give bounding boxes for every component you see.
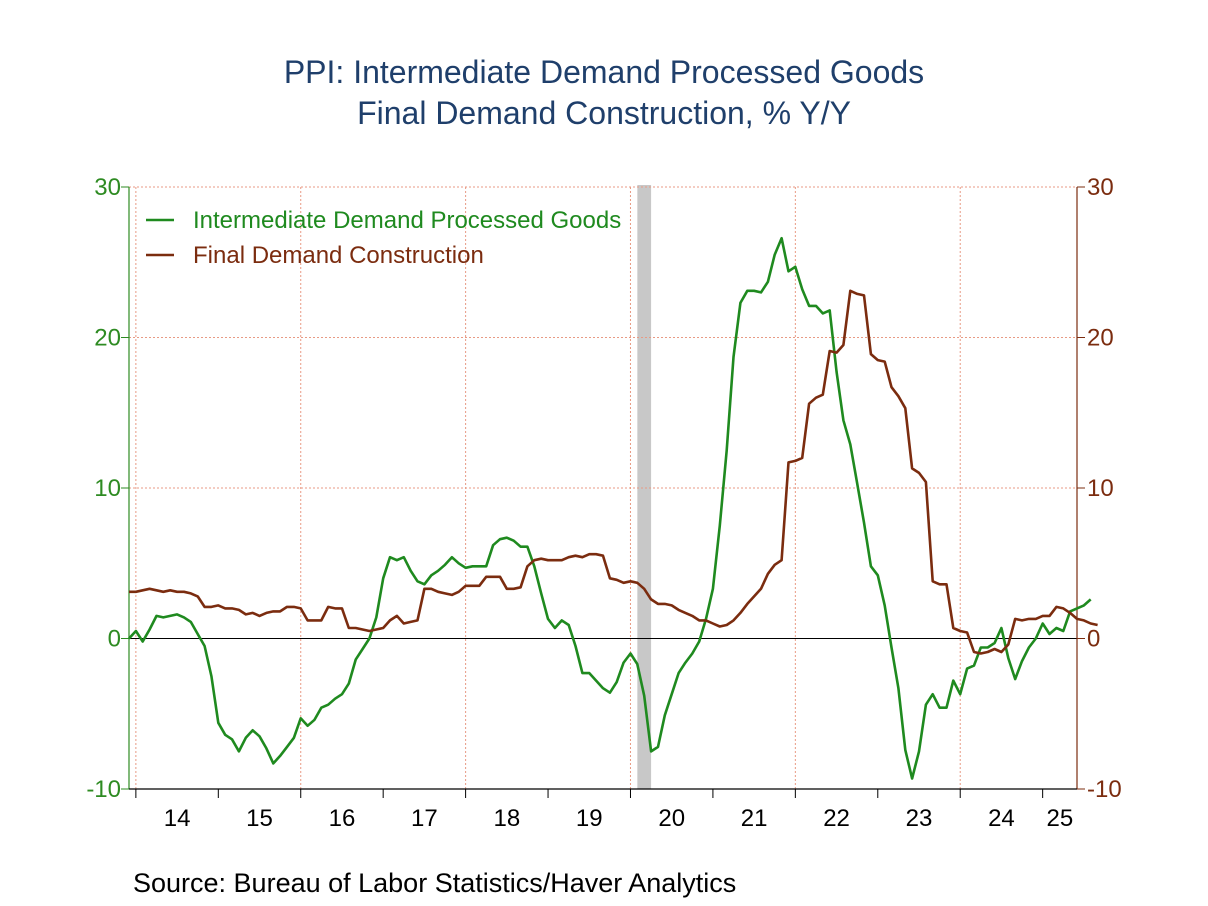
x-tick-label: 21 — [741, 805, 768, 832]
left-tick-label: 30 — [94, 174, 121, 201]
x-tick-label: 23 — [906, 805, 933, 832]
series-line-construction — [129, 289, 1098, 655]
left-tick-label: 20 — [94, 325, 121, 352]
x-tick-label: 14 — [164, 805, 191, 832]
legend-label-construction: Final Demand Construction — [193, 242, 484, 269]
chart-title: PPI: Intermediate Demand Processed Goods — [283, 54, 925, 90]
x-tick-label: 20 — [658, 805, 685, 832]
left-tick-label: 0 — [108, 626, 121, 653]
source-note: Source: Bureau of Labor Statistics/Haver… — [133, 868, 737, 898]
series-line-intermediate — [128, 236, 1092, 780]
axis-layer: 30 30 20 20 10 10 0 0 -10 -10 14 15 16 17 18 19 20 21 22 23… — [86, 174, 1121, 832]
grid-layer — [129, 186, 1077, 789]
x-tick-label: 19 — [576, 805, 603, 832]
chart-subtitle: Final Demand Construction, % Y/Y — [357, 95, 851, 131]
legend: Intermediate Demand Processed Goods Final… — [146, 207, 621, 269]
x-tick-label: 18 — [493, 805, 520, 832]
right-tick-label: 30 — [1087, 174, 1114, 201]
left-tick-label: -10 — [86, 776, 121, 803]
x-tick-label: 24 — [988, 805, 1015, 832]
x-tick-label: 15 — [246, 805, 273, 832]
right-tick-label: -10 — [1087, 776, 1122, 803]
x-tick-label: 16 — [329, 805, 356, 832]
right-tick-label: 10 — [1087, 475, 1114, 502]
x-tick-label: 17 — [411, 805, 438, 832]
right-tick-label: 0 — [1087, 626, 1100, 653]
series-layer — [128, 236, 1098, 780]
legend-label-intermediate: Intermediate Demand Processed Goods — [193, 207, 621, 234]
left-tick-label: 10 — [94, 475, 121, 502]
x-tick-label: 25 — [1046, 805, 1073, 832]
x-tick-label: 22 — [823, 805, 850, 832]
right-tick-label: 20 — [1087, 325, 1114, 352]
